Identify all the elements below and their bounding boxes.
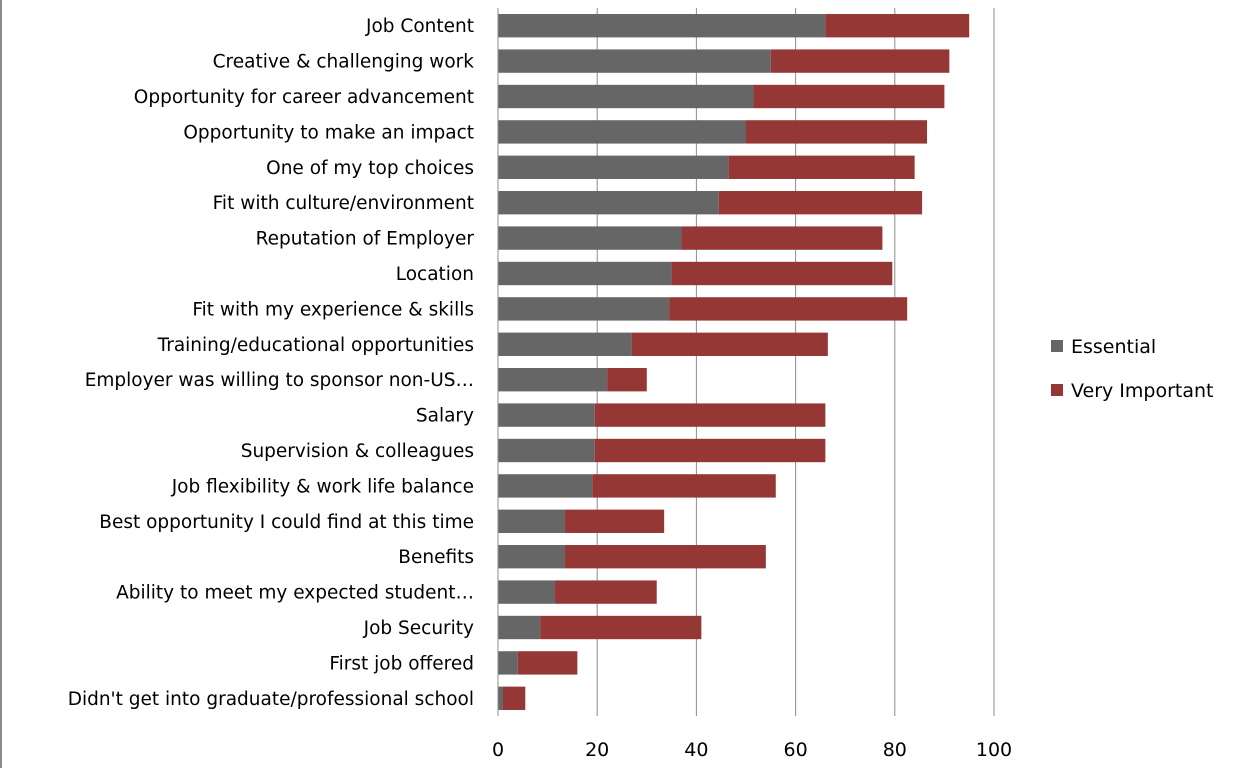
- bar-very-important-7: [671, 261, 893, 286]
- category-label: Employer was willing to sponsor non-US…: [85, 370, 474, 391]
- bar-essential-3: [498, 120, 746, 144]
- bar-essential-1: [498, 49, 771, 73]
- category-label: One of my top choices: [266, 158, 474, 179]
- x-tick-label: 80: [883, 739, 907, 761]
- category-label: Reputation of Employer: [256, 229, 475, 250]
- category-label: Best opportunity I could find at this ti…: [99, 512, 474, 533]
- x-tick-label: 0: [492, 739, 504, 761]
- category-label: Fit with my experience & skills: [192, 299, 474, 320]
- legend-label-essential: Essential: [1071, 336, 1156, 358]
- bar-essential-18: [498, 651, 518, 675]
- bar-very-important-0: [825, 14, 970, 38]
- category-label: First job offered: [329, 653, 474, 674]
- category-label: Ability to meet my expected student…: [116, 583, 474, 604]
- bar-very-important-6: [681, 226, 883, 250]
- category-label: Benefits: [398, 547, 474, 568]
- bar-very-important-5: [718, 191, 923, 215]
- bar-essential-11: [498, 403, 595, 427]
- bar-essential-10: [498, 368, 608, 392]
- x-tick-labels: 0 20 40 60 80 100: [492, 739, 1012, 761]
- category-label: Opportunity for career advancement: [134, 87, 474, 108]
- bar-very-important-19: [502, 686, 526, 710]
- bar-essential-19: [498, 686, 503, 710]
- category-label: Salary: [416, 406, 474, 427]
- bar-very-important-13: [592, 474, 776, 498]
- x-tick-label: 20: [585, 739, 609, 761]
- bar-very-important-12: [594, 438, 826, 463]
- bar-essential-15: [498, 545, 565, 569]
- bar-very-important-15: [564, 545, 766, 569]
- bar-very-important-10: [607, 368, 647, 392]
- bar-essential-0: [498, 14, 826, 38]
- bar-essential-9: [498, 332, 632, 356]
- bar-essential-14: [498, 509, 565, 533]
- bars: [498, 14, 970, 710]
- legend-swatch-very-important: [1051, 384, 1063, 396]
- category-label: Fit with culture/environment: [213, 193, 474, 214]
- category-label: Training/educational opportunities: [157, 335, 474, 356]
- bar-very-important-17: [540, 615, 702, 640]
- legend: Essential Very Important: [1051, 336, 1214, 402]
- bar-essential-8: [498, 297, 670, 321]
- bar-essential-16: [498, 580, 556, 604]
- bar-essential-5: [498, 191, 719, 215]
- gridlines: [596, 8, 995, 716]
- legend-swatch-essential: [1051, 340, 1063, 352]
- bar-essential-2: [498, 84, 754, 109]
- bar-very-important-4: [728, 155, 915, 179]
- legend-label-very-important: Very Important: [1071, 380, 1214, 402]
- bar-very-important-9: [631, 332, 828, 356]
- bar-essential-7: [498, 261, 672, 286]
- x-tick-label: 40: [684, 739, 708, 761]
- bar-very-important-3: [746, 120, 928, 144]
- bar-essential-6: [498, 226, 682, 250]
- category-label: Supervision & colleagues: [241, 441, 474, 462]
- category-label: Didn't get into graduate/professional sc…: [68, 689, 474, 710]
- x-tick-label: 100: [976, 739, 1012, 761]
- bar-very-important-14: [564, 509, 665, 533]
- bar-essential-4: [498, 155, 729, 179]
- bar-very-important-1: [770, 49, 950, 73]
- category-label: Job Content: [365, 16, 474, 37]
- bar-very-important-11: [594, 403, 826, 427]
- bar-essential-17: [498, 615, 541, 640]
- bar-essential-12: [498, 438, 595, 463]
- bar-very-important-18: [517, 651, 578, 675]
- category-label: Job Security: [363, 618, 474, 639]
- category-label: Job flexibility & work life balance: [171, 476, 474, 497]
- bar-very-important-16: [555, 580, 657, 604]
- bar-very-important-8: [669, 297, 908, 321]
- category-label: Location: [396, 264, 474, 285]
- bar-very-important-2: [753, 84, 945, 109]
- bar-essential-13: [498, 474, 593, 498]
- category-label: Opportunity to make an impact: [183, 122, 474, 143]
- category-label: Creative & challenging work: [213, 52, 475, 73]
- category-labels: Job Content Creative & challenging work Op…: [68, 16, 475, 710]
- x-tick-label: 60: [784, 739, 808, 761]
